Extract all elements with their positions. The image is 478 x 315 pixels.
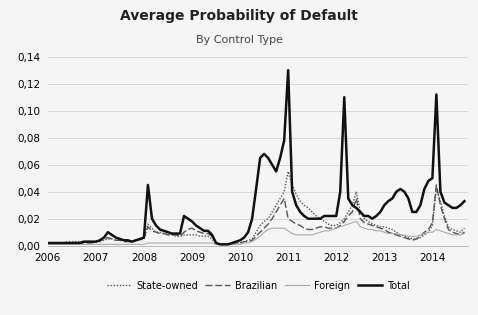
Text: Average Probability of Default: Average Probability of Default (120, 9, 358, 23)
Legend: State-owned, Brazilian, Foreign, Total: State-owned, Brazilian, Foreign, Total (107, 281, 410, 291)
Text: By Control Type: By Control Type (196, 35, 282, 45)
